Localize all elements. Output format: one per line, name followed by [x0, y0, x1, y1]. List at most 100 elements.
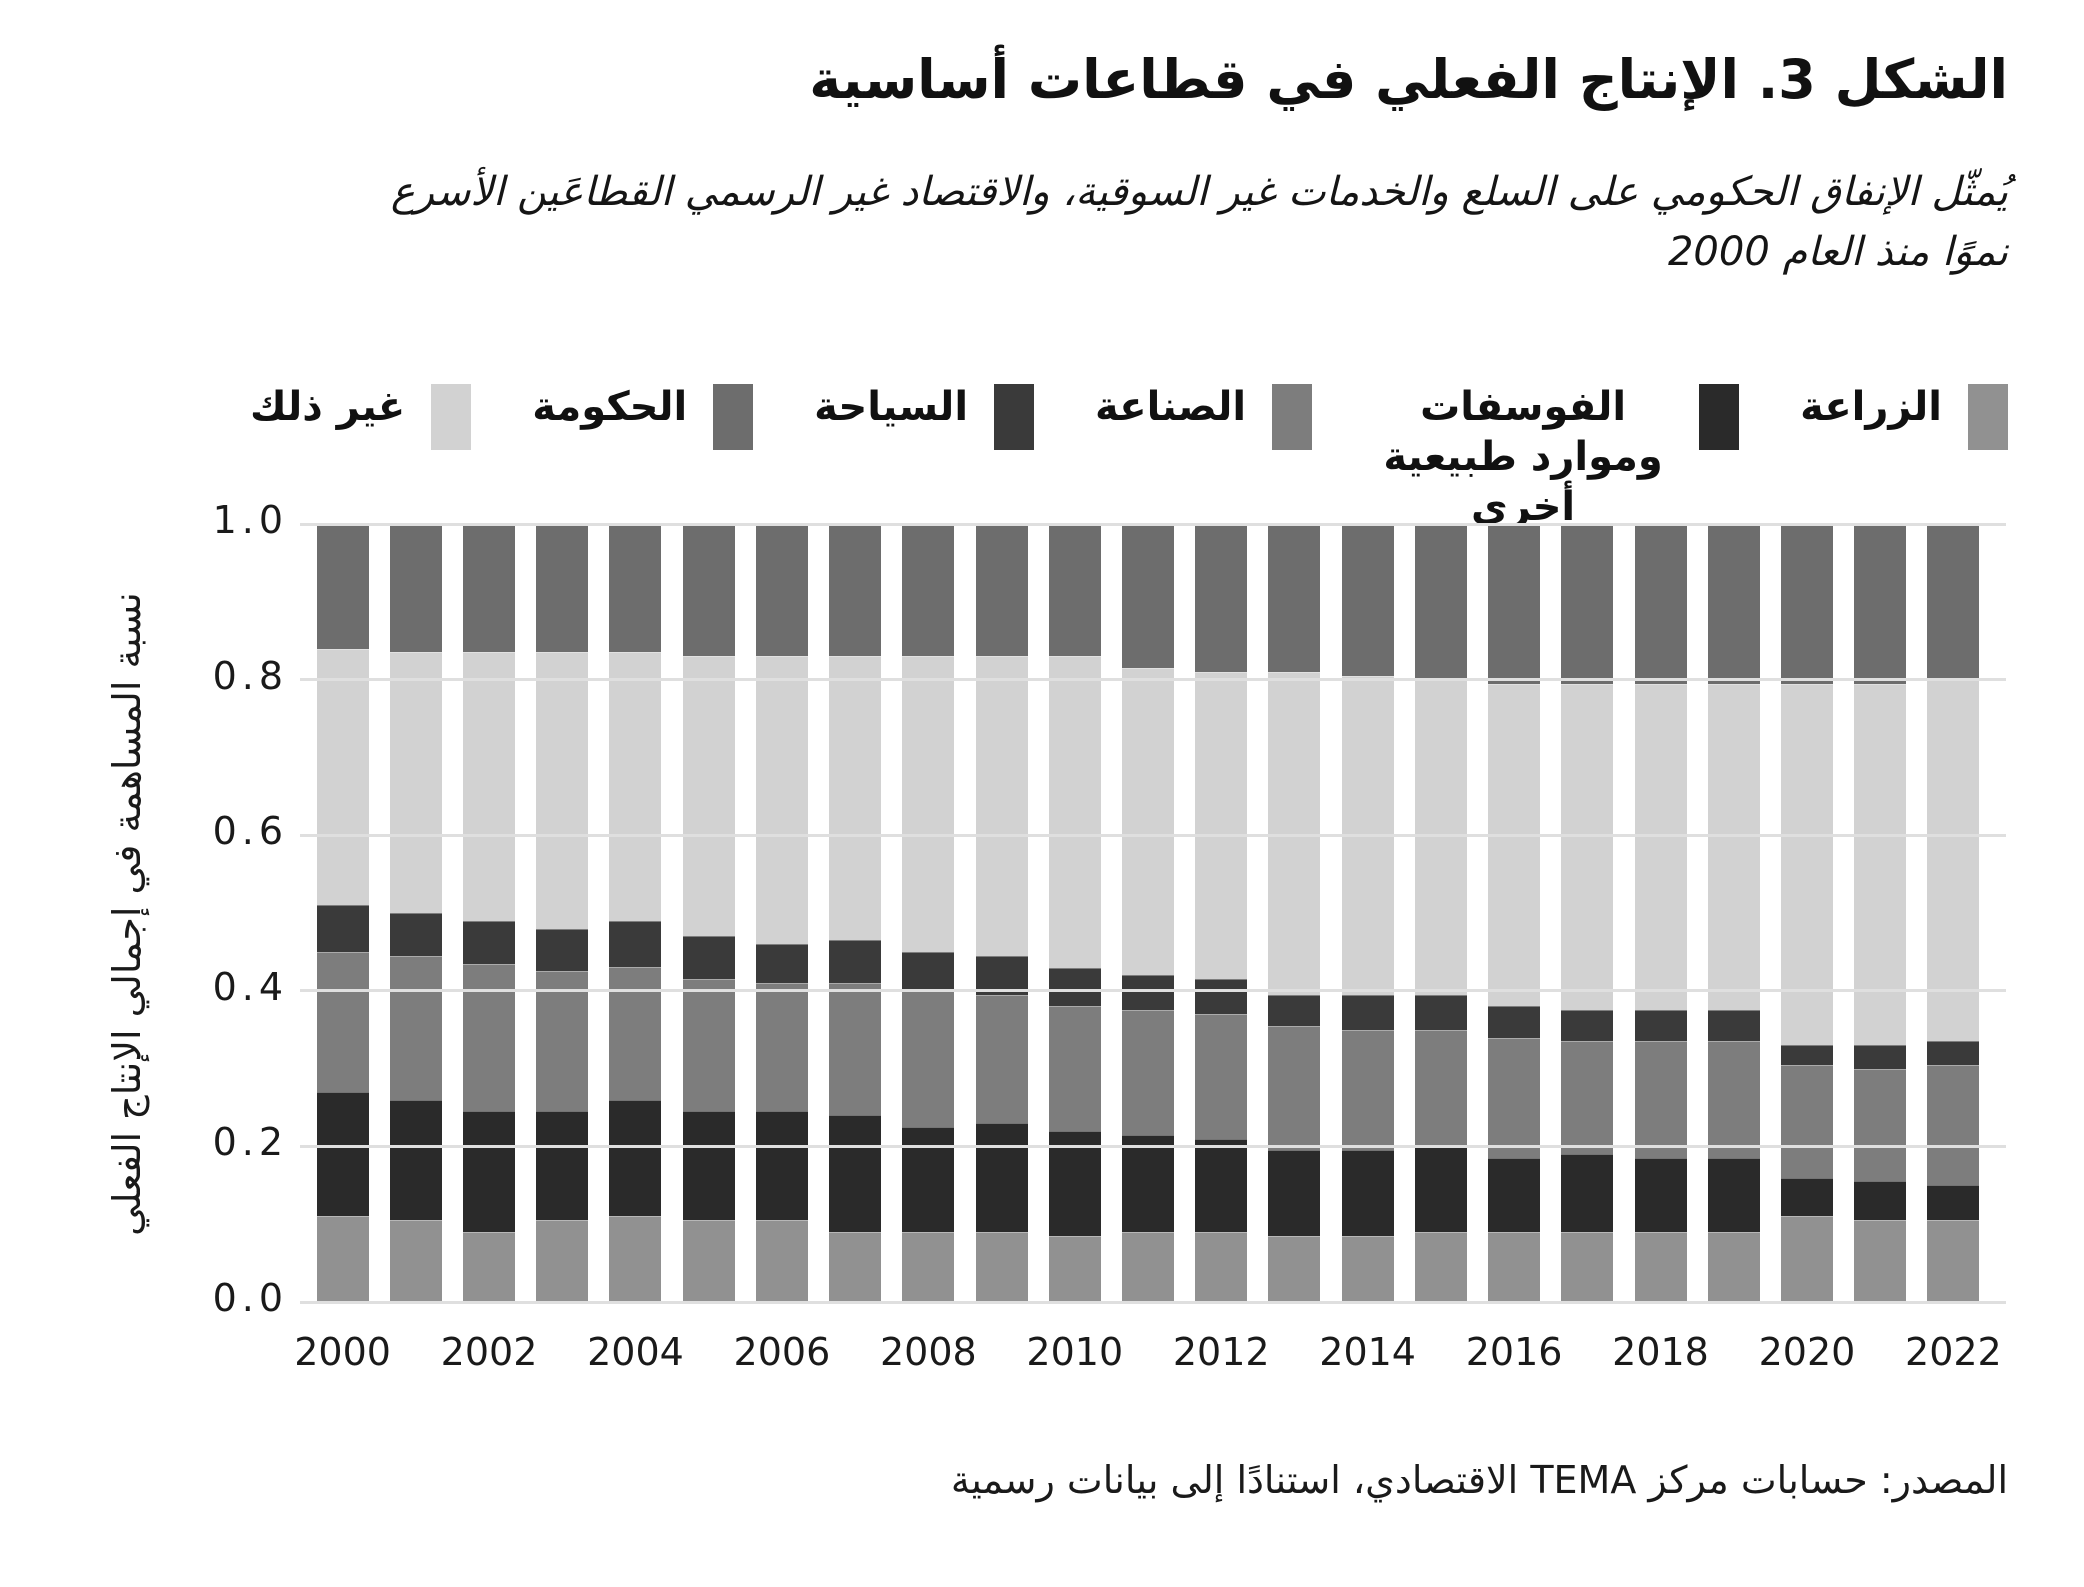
- legend-label: غير ذلك: [250, 384, 406, 430]
- bar-segment: [1707, 1041, 1760, 1159]
- bar-segment: [316, 648, 369, 906]
- bar-segment: [1268, 994, 1321, 1026]
- legend-swatch-icon: [1968, 384, 2008, 450]
- bar-segment: [1268, 1150, 1321, 1236]
- bar-2017: [1561, 524, 1614, 1302]
- bar-segment: [1927, 524, 1980, 680]
- bar-segment: [389, 652, 442, 914]
- bar-segment: [902, 990, 955, 1127]
- legend-swatch-icon: [994, 384, 1035, 450]
- legend-swatch-icon: [431, 384, 472, 450]
- bar-segment: [1780, 1064, 1833, 1178]
- bar-segment: [682, 656, 735, 937]
- bar-segment: [389, 913, 442, 956]
- bar-2021: [1854, 524, 1907, 1302]
- bar-segment: [1122, 1134, 1174, 1232]
- legend-label: الصناعة: [1095, 384, 1247, 430]
- bar-segment: [1854, 1045, 1907, 1069]
- bar-2011: [1122, 524, 1174, 1302]
- bar-segment: [1122, 1010, 1174, 1135]
- bar-2015: [1414, 524, 1467, 1302]
- bar-2019: [1707, 524, 1760, 1302]
- bar-segment: [1195, 1138, 1248, 1232]
- bar-segment: [1195, 1231, 1248, 1302]
- bar-segment: [682, 1111, 735, 1221]
- bar-2001: [389, 524, 442, 1302]
- gridline: [300, 678, 2006, 682]
- bar-segment: [1488, 1006, 1541, 1038]
- legend-item: الزراعة: [1800, 382, 2008, 450]
- bar-segment: [1854, 1181, 1907, 1221]
- bar-segment: [1707, 1010, 1760, 1042]
- bar-2013: [1268, 524, 1321, 1302]
- y-tick-label: 0.0: [212, 1276, 288, 1320]
- bar-segment: [975, 994, 1028, 1124]
- legend-item: الصناعة: [1095, 382, 1313, 450]
- bar-segment: [1268, 524, 1321, 672]
- bar-segment: [1122, 975, 1174, 1011]
- bar-segment: [1195, 524, 1248, 672]
- bar-segment: [1927, 1041, 1980, 1065]
- bar-segment: [1048, 967, 1101, 1007]
- bar-segment: [1854, 683, 1907, 1046]
- bar-2006: [755, 524, 808, 1302]
- bar-segment: [1780, 1045, 1833, 1065]
- bar-segment: [1048, 524, 1101, 657]
- bar-segment: [389, 1099, 442, 1221]
- bar-segment: [975, 1123, 1028, 1232]
- bar-segment: [682, 936, 735, 980]
- legend-item: الحكومة: [532, 382, 754, 450]
- bar-2002: [463, 524, 516, 1302]
- bar-segment: [975, 1231, 1028, 1302]
- bar-segment: [1707, 524, 1760, 684]
- bar-segment: [1854, 1220, 1907, 1302]
- bar-segment: [829, 1231, 882, 1302]
- bar-segment: [1707, 1158, 1760, 1232]
- x-tick-label: 2010: [1026, 1330, 1124, 1374]
- bar-segment: [1561, 524, 1614, 684]
- bar-segment: [463, 1231, 516, 1302]
- figure-title: الشكل 3. الإنتاج الفعلي في قطاعات أساسية: [809, 48, 2008, 111]
- stacked-bar-plot: [300, 522, 2006, 1304]
- bar-segment: [1048, 656, 1101, 968]
- x-tick-label: 2018: [1612, 1330, 1709, 1374]
- bar-segment: [1414, 1231, 1467, 1302]
- bar-segment: [1561, 1154, 1614, 1232]
- bar-segment: [829, 656, 882, 941]
- bar-2008: [902, 524, 955, 1302]
- legend-swatch-icon: [1699, 384, 1740, 450]
- x-tick-label: 2020: [1758, 1330, 1856, 1374]
- bar-segment: [755, 1111, 808, 1221]
- bar-segment: [609, 967, 662, 1100]
- bar-segment: [1195, 979, 1248, 1015]
- bar-segment: [1195, 671, 1248, 980]
- bar-segment: [463, 963, 516, 1112]
- bar-segment: [1561, 1231, 1614, 1302]
- bar-segment: [536, 971, 589, 1112]
- bar-segment: [755, 524, 808, 657]
- bar-segment: [1268, 1025, 1321, 1151]
- x-tick-label: 2012: [1172, 1330, 1270, 1374]
- legend-item: السياحة: [814, 382, 1035, 450]
- figure-subtitle: يُمثّل الإنفاق الحكومي على السلع والخدما…: [391, 162, 2008, 282]
- bar-segment: [1927, 1220, 1980, 1302]
- bar-2018: [1634, 524, 1687, 1302]
- bar-segment: [536, 524, 589, 653]
- bar-segment: [1268, 1235, 1321, 1302]
- bar-segment: [536, 1220, 589, 1302]
- x-tick-label: 2016: [1465, 1330, 1563, 1374]
- legend-label: الحكومة: [532, 384, 688, 430]
- bar-segment: [1488, 1037, 1541, 1159]
- bar-2020: [1780, 524, 1833, 1302]
- bar-segment: [1927, 1064, 1980, 1186]
- bar-segment: [1414, 1146, 1467, 1232]
- bar-segment: [389, 955, 442, 1100]
- bar-segment: [609, 524, 662, 653]
- bar-segment: [463, 920, 516, 964]
- x-tick-label: 2022: [1905, 1330, 2002, 1374]
- bar-segment: [316, 524, 369, 649]
- bar-segment: [1341, 1235, 1394, 1302]
- bar-segment: [902, 951, 955, 991]
- bar-segment: [536, 652, 589, 929]
